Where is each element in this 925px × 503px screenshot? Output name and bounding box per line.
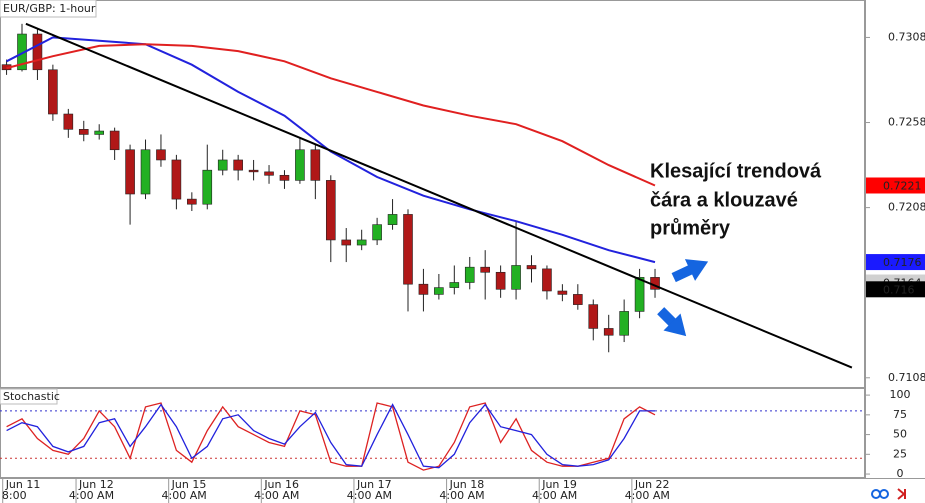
y-tick-label: 50 [893,428,907,441]
candle-body [449,282,460,288]
candle-body [248,169,259,173]
y-tick-label: 25 [893,447,907,460]
candle-body [233,159,243,171]
price-tag [866,254,925,271]
candle-body [557,290,568,295]
candle-body [480,266,490,273]
price-tag-label: 0.7176 [883,256,922,269]
candle-body [32,33,43,71]
candle-body [418,283,429,295]
x-tick-label: 4:00 AM [532,489,577,502]
y-tick-label: 0.7258 [888,116,925,129]
y-tick-label: 0 [897,467,904,480]
x-tick-label: Jun 17 [356,478,392,491]
candle-body [619,311,629,336]
candle-body [325,180,336,241]
stochastic-panel [0,388,865,478]
x-tick-label: Jun 18 [449,478,485,491]
candle-body [202,169,213,205]
x-tick-label: 4:00 AM [254,489,299,502]
candle-body [279,174,290,181]
x-tick-label: 8:00 [2,489,27,502]
candle-body [217,159,228,171]
toolbar-icons[interactable] [871,488,906,500]
x-tick-label: 4:00 AM [162,489,207,502]
candle-body [264,171,274,176]
icon[interactable] [871,489,881,499]
candle-body [387,214,398,225]
candle-body [495,271,506,290]
annotation: čára a klouzavé [650,189,798,211]
candle-body [125,149,135,195]
x-tick-label: 4:00 AM [439,489,484,502]
candle-body [603,328,614,336]
x-tick-label: Jun 12 [78,478,114,491]
candle-body [634,277,645,312]
candle-body [403,214,413,285]
trendline [25,22,853,369]
candle-body [156,149,166,161]
y-tick-label: 75 [893,408,907,421]
y-tick-label: 0.7308 [888,30,925,43]
candle-body [588,304,599,329]
candle-body [511,265,521,290]
x-tick-label: 4:00 AM [625,489,670,502]
y-tick-label: 0.7208 [888,201,925,214]
candle-body [542,268,552,292]
chart-title: EUR/GBP: 1-hour [3,2,96,15]
candle-body [63,113,74,130]
arrows [657,259,709,337]
candle-body [341,239,352,246]
price-tag [866,281,925,298]
candle-body [310,149,321,181]
candle-body [573,294,583,305]
price-tag-label: 0.7221 [883,179,922,192]
panel-title: Stochastic [3,390,60,403]
moving-average [6,43,656,187]
candle-body [171,159,182,200]
candle-body [109,130,120,151]
candle-body [464,266,475,283]
y-tick-label: 100 [890,388,911,401]
x-tick-label: Jun 15 [171,478,207,491]
candle-body [356,239,367,246]
arrow-down [657,307,687,337]
price-tag [866,177,925,194]
stochastic-line [6,402,656,471]
candle-body [48,69,58,115]
candle-body [434,287,444,295]
x-tick-label: Jun 16 [263,478,299,491]
x-tick-label: 4:00 AM [347,489,392,502]
arrow-up [671,259,709,283]
plot-layer [0,22,865,471]
title-box [0,0,97,18]
annotation: Klesající trendová [650,160,822,182]
candle-body [140,149,151,195]
y-tick-label: 0.7108 [888,371,925,384]
title-box [0,388,58,405]
candle-body [78,129,89,135]
candle-body [295,149,305,181]
annotation: průměry [650,217,731,239]
x-tick-label: Jun 19 [541,478,577,491]
candle-body [526,265,537,270]
x-tick-label: Jun 11 [5,478,41,491]
price-tag-label: 0.716 [883,283,915,296]
candle-body [187,198,197,205]
icon[interactable] [897,488,906,500]
x-tick-label: 4:00 AM [69,489,114,502]
icon[interactable] [879,489,889,499]
stochastic-line [6,403,655,469]
candle-body [372,224,382,241]
candle-body [94,130,104,135]
x-tick-label: Jun 22 [634,478,670,491]
